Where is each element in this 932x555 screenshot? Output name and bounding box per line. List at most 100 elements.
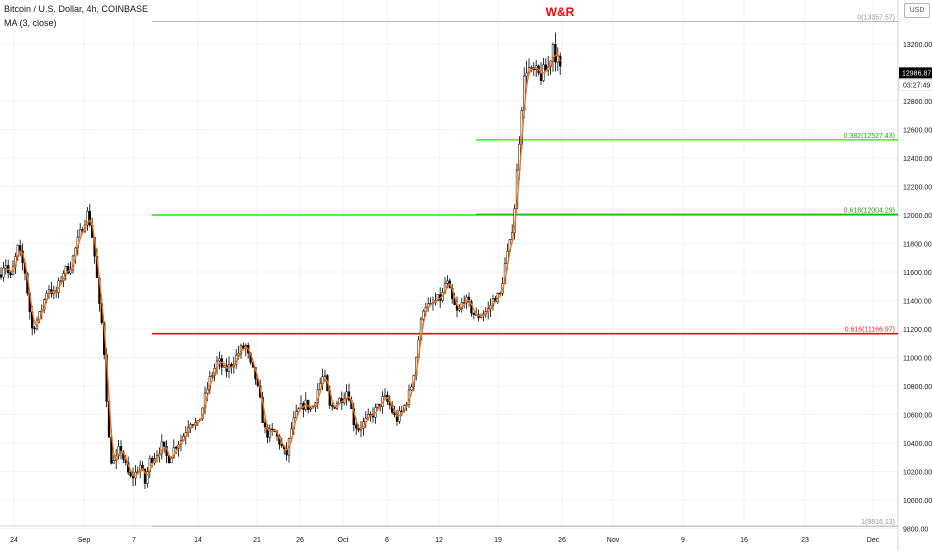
candle-body	[88, 210, 91, 226]
candle-body	[539, 72, 543, 81]
axes	[0, 0, 899, 550]
currency-button[interactable]: USD	[904, 3, 930, 18]
x-tick-label: 14	[194, 537, 202, 544]
candle-body	[525, 72, 528, 77]
last-price-badge	[899, 67, 932, 79]
x-tick-label: 21	[253, 537, 261, 544]
fib-level-label: 0.618(11166.97)	[845, 327, 895, 334]
axis-labels: 9800.00 10000.00 10200.00 10400.00 10600.00 1…	[10, 42, 932, 544]
fib-level-label: 0.382(12527.43)	[844, 133, 895, 140]
y-tick-label: 11600.00	[903, 270, 932, 277]
candle-body	[67, 266, 70, 274]
y-tick-label: 10400.00	[903, 441, 932, 448]
candle-body	[139, 464, 142, 473]
x-tick-label: Dec	[867, 537, 880, 544]
candle-body	[446, 280, 449, 284]
wr-annotation[interactable]: W&R	[546, 5, 575, 19]
candle-body	[4, 265, 7, 269]
y-tick-label: 10800.00	[903, 384, 932, 391]
candle-body	[551, 44, 555, 62]
candle-body	[9, 272, 12, 276]
candle-body	[0, 274, 3, 278]
y-tick-label: 11800.00	[903, 242, 932, 249]
x-tick-label: 12	[435, 537, 443, 544]
candle-body	[422, 310, 425, 320]
x-tick-label: 16	[740, 537, 748, 544]
y-tick-label: 12800.00	[903, 99, 932, 106]
x-tick-label: 7	[132, 537, 136, 544]
candle-body	[175, 446, 178, 449]
candle-body	[170, 456, 173, 464]
candle-body	[271, 428, 274, 430]
candle-body	[355, 424, 358, 429]
y-tick-label: 11200.00	[903, 327, 932, 334]
y-tick-label: 13200.00	[903, 42, 932, 49]
indicator-legend[interactable]: MA (3, close)	[4, 18, 57, 28]
candle-body	[163, 441, 166, 447]
y-tick-label: 11400.00	[903, 299, 932, 306]
candle-body	[151, 458, 154, 464]
candle-body	[2, 267, 5, 278]
x-tick-label: Oct	[338, 537, 349, 544]
y-tick-label: 10000.00	[903, 498, 932, 505]
x-tick-label: 6	[385, 537, 389, 544]
candle-body	[280, 444, 283, 447]
ma-line	[5, 53, 561, 476]
candle-body	[160, 441, 163, 455]
candle-body	[239, 345, 243, 354]
fib-level-label: 0(13357.57)	[857, 15, 895, 22]
candle-body	[472, 312, 475, 315]
x-tick-label: 26	[296, 537, 304, 544]
fib-level-label: 1(9816.13)	[861, 519, 895, 526]
candle-body	[172, 446, 175, 458]
y-tick-label: 11000.00	[903, 356, 932, 363]
candle-body	[465, 296, 468, 304]
x-tick-label: 19	[494, 537, 502, 544]
candle-body	[347, 391, 351, 401]
candle-body	[383, 394, 387, 397]
candle-body	[86, 210, 89, 226]
x-tick-label: Nov	[607, 537, 620, 544]
grid	[0, 0, 898, 529]
price-badges: 12986.87 03:27:49	[898, 67, 932, 91]
y-tick-label: 10600.00	[903, 413, 932, 420]
symbol-title[interactable]: Bitcoin / U.S. Dollar, 4h, COINBASE	[4, 4, 149, 14]
x-tick-label: Sep	[78, 537, 91, 544]
candle-body	[146, 471, 149, 484]
candle-body	[307, 399, 310, 410]
x-tick-label: 26	[558, 537, 566, 544]
y-tick-label: 12200.00	[903, 185, 932, 192]
candle-body	[211, 375, 214, 377]
candle-body	[131, 475, 135, 479]
y-tick-label: 9800.00	[903, 527, 928, 534]
candle-body	[143, 469, 147, 484]
countdown-label: 03:27:49	[903, 82, 930, 89]
countdown-badge	[898, 79, 932, 91]
moving-average	[5, 53, 561, 476]
candle-body	[309, 407, 312, 410]
candle-body	[331, 405, 334, 407]
candle-body	[33, 327, 36, 330]
y-tick-label: 12000.00	[903, 213, 932, 220]
last-price-label: 12986.87	[902, 70, 931, 77]
candle-body	[263, 422, 267, 428]
y-tick-label: 12600.00	[903, 128, 932, 135]
candle-body	[112, 460, 115, 464]
candle-body	[323, 375, 327, 378]
x-tick-label: 9	[681, 537, 685, 544]
fibonacci-levels[interactable]: 0(13357.57) 0.382(12527.43) 0.618(12004.29…	[152, 15, 898, 527]
x-tick-label: 23	[801, 537, 809, 544]
candle-body	[554, 44, 557, 63]
candle-body	[129, 471, 132, 477]
candle-body	[458, 308, 461, 311]
candle-body	[544, 64, 547, 71]
candle-body	[376, 403, 379, 408]
y-tick-label: 12400.00	[903, 156, 932, 163]
candle-body	[436, 294, 439, 301]
y-tick-label: 10200.00	[903, 470, 932, 477]
candle-body	[268, 428, 271, 438]
candle-body	[345, 391, 348, 400]
candle-body	[530, 67, 533, 69]
